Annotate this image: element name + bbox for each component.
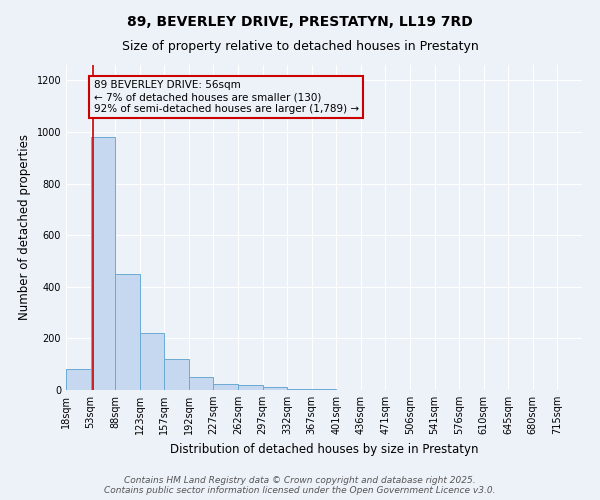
Y-axis label: Number of detached properties: Number of detached properties	[18, 134, 31, 320]
Bar	[189, 377, 214, 390]
Bar	[164, 359, 189, 390]
Text: 89, BEVERLEY DRIVE, PRESTATYN, LL19 7RD: 89, BEVERLEY DRIVE, PRESTATYN, LL19 7RD	[127, 15, 473, 29]
Bar	[263, 388, 287, 390]
Bar	[91, 137, 115, 390]
Bar	[287, 388, 312, 390]
Text: Contains HM Land Registry data © Crown copyright and database right 2025.
Contai: Contains HM Land Registry data © Crown c…	[104, 476, 496, 495]
Bar	[214, 384, 238, 390]
Bar	[115, 274, 140, 390]
Bar	[312, 388, 336, 390]
Text: 89 BEVERLEY DRIVE: 56sqm
← 7% of detached houses are smaller (130)
92% of semi-d: 89 BEVERLEY DRIVE: 56sqm ← 7% of detache…	[94, 80, 359, 114]
Bar	[238, 385, 263, 390]
X-axis label: Distribution of detached houses by size in Prestatyn: Distribution of detached houses by size …	[170, 442, 478, 456]
Text: Size of property relative to detached houses in Prestatyn: Size of property relative to detached ho…	[122, 40, 478, 53]
Bar	[66, 370, 91, 390]
Bar	[140, 334, 164, 390]
